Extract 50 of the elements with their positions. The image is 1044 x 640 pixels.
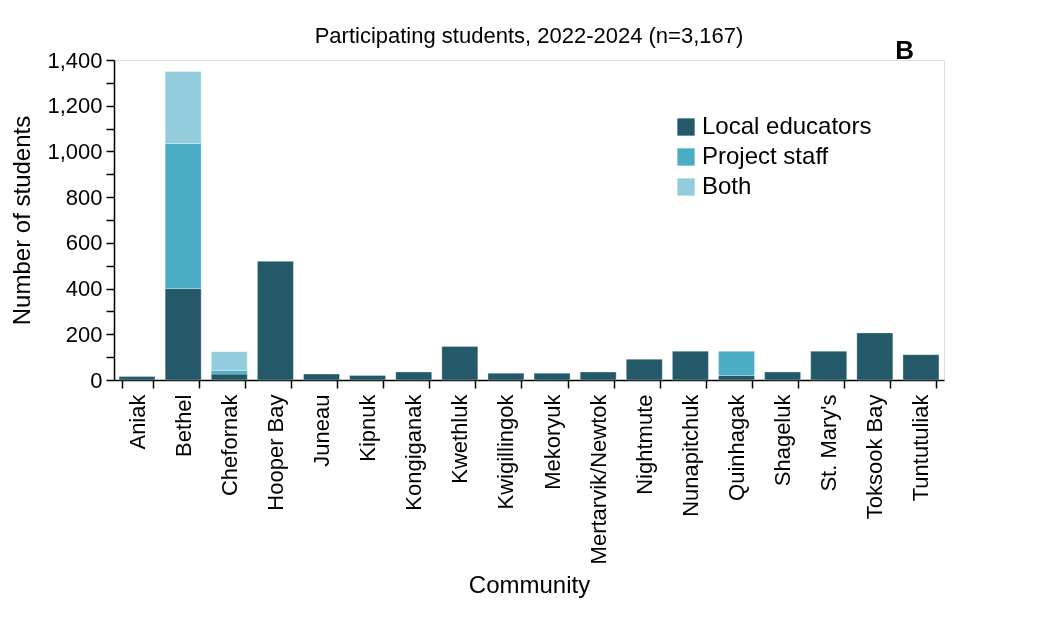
y-tick-label: 200 (65, 321, 103, 347)
legend-label: Project staff (702, 142, 829, 169)
bar (487, 372, 525, 381)
y-tick-label: 800 (65, 184, 103, 210)
bar (579, 371, 617, 381)
y-tick-label: 600 (65, 230, 103, 256)
bar (303, 373, 340, 381)
y-tick-label: 0 (90, 367, 103, 393)
x-tick-label: Kipnuk (355, 393, 381, 462)
x-tick-label: Quinhagak (724, 393, 749, 501)
bar (902, 354, 940, 381)
x-tick-label: Hooper Bay (262, 394, 288, 511)
annotation: B (895, 35, 914, 65)
x-tick-label: Chefornak (216, 393, 242, 497)
bar (349, 375, 386, 381)
legend-label: Local educators (702, 112, 872, 139)
x-tick-label: Bethel (170, 394, 196, 457)
x-tick-label: Aniak (124, 393, 150, 450)
bar (810, 350, 847, 381)
x-tick-label: Tuntutuliak (908, 393, 934, 502)
x-tick-label: St. Mary's (816, 394, 842, 492)
bar (211, 351, 248, 371)
y-tick-label: 400 (65, 276, 103, 302)
x-tick-label: Shageluk (770, 393, 796, 487)
bar (211, 373, 248, 381)
x-tick-label: Kwigillingok (493, 393, 519, 510)
x-tick-label: Mertarvik/Newtok (585, 393, 611, 565)
x-tick-label: Mekoryuk (539, 393, 565, 490)
bar (626, 358, 663, 381)
y-tick-label: 1,000 (47, 138, 103, 164)
y-tick-label: 1,400 (47, 47, 103, 73)
y-axis-title: Number of students (8, 115, 36, 326)
x-tick-label: Juneau (309, 394, 334, 467)
x-tick-label: Kwethluk (447, 393, 473, 484)
bar (856, 332, 894, 381)
x-tick-label: Kongiganak (401, 393, 427, 511)
legend-label: Both (702, 172, 752, 199)
chart-title: Participating students, 2022-2024 (n=3,167) (314, 23, 744, 48)
x-axis-title: Community (468, 571, 591, 599)
bar (533, 372, 571, 381)
bar (764, 371, 801, 381)
bar (118, 376, 156, 381)
bar (257, 261, 294, 381)
x-tick-label: Toksook Bay (862, 394, 888, 520)
y-tick-label: 1,200 (47, 93, 103, 119)
x-tick-label: Nunapitchuk (677, 393, 703, 517)
bar (441, 346, 479, 381)
x-tick-label: Nightmute (631, 394, 657, 495)
bar (672, 350, 709, 381)
bar (395, 371, 432, 381)
